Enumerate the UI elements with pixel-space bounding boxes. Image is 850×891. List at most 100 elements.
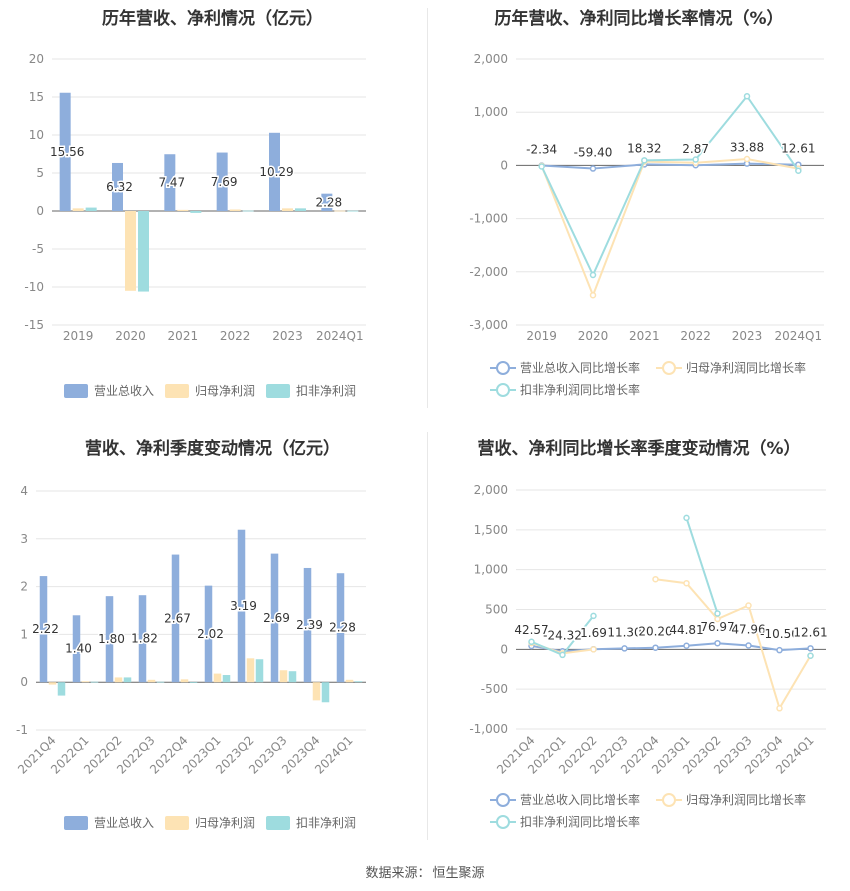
bar-revenue <box>112 162 123 211</box>
y-tick-label: -2,000 <box>469 265 508 279</box>
legend-marker <box>662 793 676 807</box>
data-label: 33.88 <box>730 141 764 155</box>
data-label: 6.32 <box>106 180 133 194</box>
legend-swatch <box>266 816 290 830</box>
bar-net-profit <box>147 679 156 683</box>
series-line <box>655 578 812 711</box>
data-point <box>743 92 751 100</box>
legend-label: 营业总收入同比增长率 <box>520 360 640 375</box>
annual-revenue-profit-chart: 历年营收、净利情况（亿元） -15 -10 -5 0 5 10 15 20 2019 2020 20… <box>0 0 425 410</box>
data-point <box>776 646 783 654</box>
series-line <box>531 642 811 653</box>
data-label: 7.47 <box>158 176 185 190</box>
bar-deducted-profit <box>189 682 198 683</box>
legend-swatch <box>266 384 290 398</box>
data-point <box>589 291 597 299</box>
bar-net-profit <box>345 679 354 683</box>
data-point <box>807 645 814 652</box>
y-tick-label: 1,000 <box>474 563 508 577</box>
vertical-divider-bottom <box>427 432 428 840</box>
y-tick-label: 1,500 <box>474 523 508 537</box>
data-label: 11.30 <box>607 625 641 639</box>
bar-deducted-profit <box>57 682 66 696</box>
bar-revenue <box>303 567 312 683</box>
data-point <box>683 579 690 587</box>
data-point <box>590 646 597 653</box>
bar-deducted-profit <box>90 681 99 683</box>
data-point <box>745 602 752 609</box>
data-label: 18.32 <box>627 141 661 155</box>
data-point <box>538 163 545 170</box>
bar-net-profit <box>246 658 255 683</box>
y-tick-label: 0 <box>500 158 508 172</box>
annual-growth-rate-chart: 历年营收、净利同比增长率情况（%） -3,000 -2,000 -1,000 0 1,0… <box>428 0 850 410</box>
bar-deducted-profit <box>85 207 97 211</box>
data-label: -24.32 <box>543 628 582 642</box>
bar-revenue <box>336 573 345 683</box>
data-point <box>743 155 751 163</box>
series-line <box>541 162 799 170</box>
chart-title: 营收、净利季度变动情况（亿元） <box>85 439 340 459</box>
bar-net-profit <box>279 670 288 683</box>
bar-net-profit <box>114 677 123 683</box>
legend-label: 扣非净利润 <box>296 816 356 830</box>
y-tick-label: 5 <box>36 166 44 180</box>
data-source-label: 数据来源： <box>365 866 431 881</box>
data-point <box>621 645 628 652</box>
x-tick-label: 2024Q1 <box>775 329 823 343</box>
bar-deducted-profit <box>190 211 202 213</box>
bar-deducted-profit <box>295 208 306 211</box>
bar-revenue <box>59 92 71 211</box>
y-tick-label: 2,000 <box>474 483 508 497</box>
bar-revenue <box>270 553 279 683</box>
y-tick-label: -1 <box>16 723 28 737</box>
data-label: 20.20 <box>638 625 672 639</box>
data-label: 1.80 <box>98 632 125 646</box>
legend-swatch <box>64 816 88 830</box>
data-point <box>589 165 597 172</box>
bar-revenue <box>237 529 246 683</box>
legend-label: 扣非净利润 <box>296 384 356 398</box>
bar-revenue <box>216 152 228 211</box>
y-tick-label: 1,000 <box>474 105 508 119</box>
data-point <box>641 157 648 164</box>
y-tick-label: 2 <box>20 580 28 594</box>
chart-svg: -3,000 -2,000 -1,000 0 1,000 2,000 2019 2020 202… <box>469 52 824 397</box>
y-tick-label: -15 <box>24 318 44 332</box>
bar-deducted-profit <box>222 675 231 683</box>
data-point <box>692 156 699 163</box>
x-tick-label: 2022 <box>680 329 711 343</box>
bar-deducted-profit <box>138 211 149 292</box>
data-label: -10.50 <box>760 627 799 641</box>
data-label: 1.40 <box>65 642 92 656</box>
legend-label: 营业总收入同比增长率 <box>520 792 640 807</box>
series-line <box>540 158 799 298</box>
bar-revenue <box>138 595 147 683</box>
legend-label: 归母净利润 <box>195 816 255 830</box>
bar-net-profit <box>81 681 90 683</box>
bar-deducted-profit <box>347 210 359 212</box>
series-line <box>540 94 800 278</box>
legend-marker <box>496 383 510 397</box>
x-tick-label: 2023 <box>732 329 763 343</box>
data-label: 76.97 <box>700 620 734 634</box>
data-label: 1.82 <box>131 632 158 646</box>
bar-revenue <box>72 615 81 683</box>
data-source-name: 恒生聚源 <box>432 866 485 881</box>
bar-net-profit <box>72 208 84 211</box>
data-point <box>714 610 721 617</box>
data-label: 1.69 <box>580 626 607 640</box>
data-point <box>528 638 535 646</box>
y-tick-label: 10 <box>29 128 44 142</box>
y-tick-label: 20 <box>29 52 44 66</box>
bar-net-profit <box>48 682 57 685</box>
quarterly-revenue-profit-chart: 营收、净利季度变动情况（亿元） -1 0 1 2 3 4 2021Q4 2022Q1 2022Q… <box>0 425 425 845</box>
chart-title: 历年营收、净利情况（亿元） <box>102 9 323 29</box>
legend-label: 归母净利润同比增长率 <box>686 360 806 375</box>
data-point <box>652 575 659 583</box>
bar-net-profit <box>177 209 189 211</box>
legend-label: 营业总收入 <box>94 384 154 398</box>
legend-marker <box>496 793 510 807</box>
x-tick-label: 2022 <box>220 329 251 343</box>
y-tick-label: 2,000 <box>474 52 508 66</box>
